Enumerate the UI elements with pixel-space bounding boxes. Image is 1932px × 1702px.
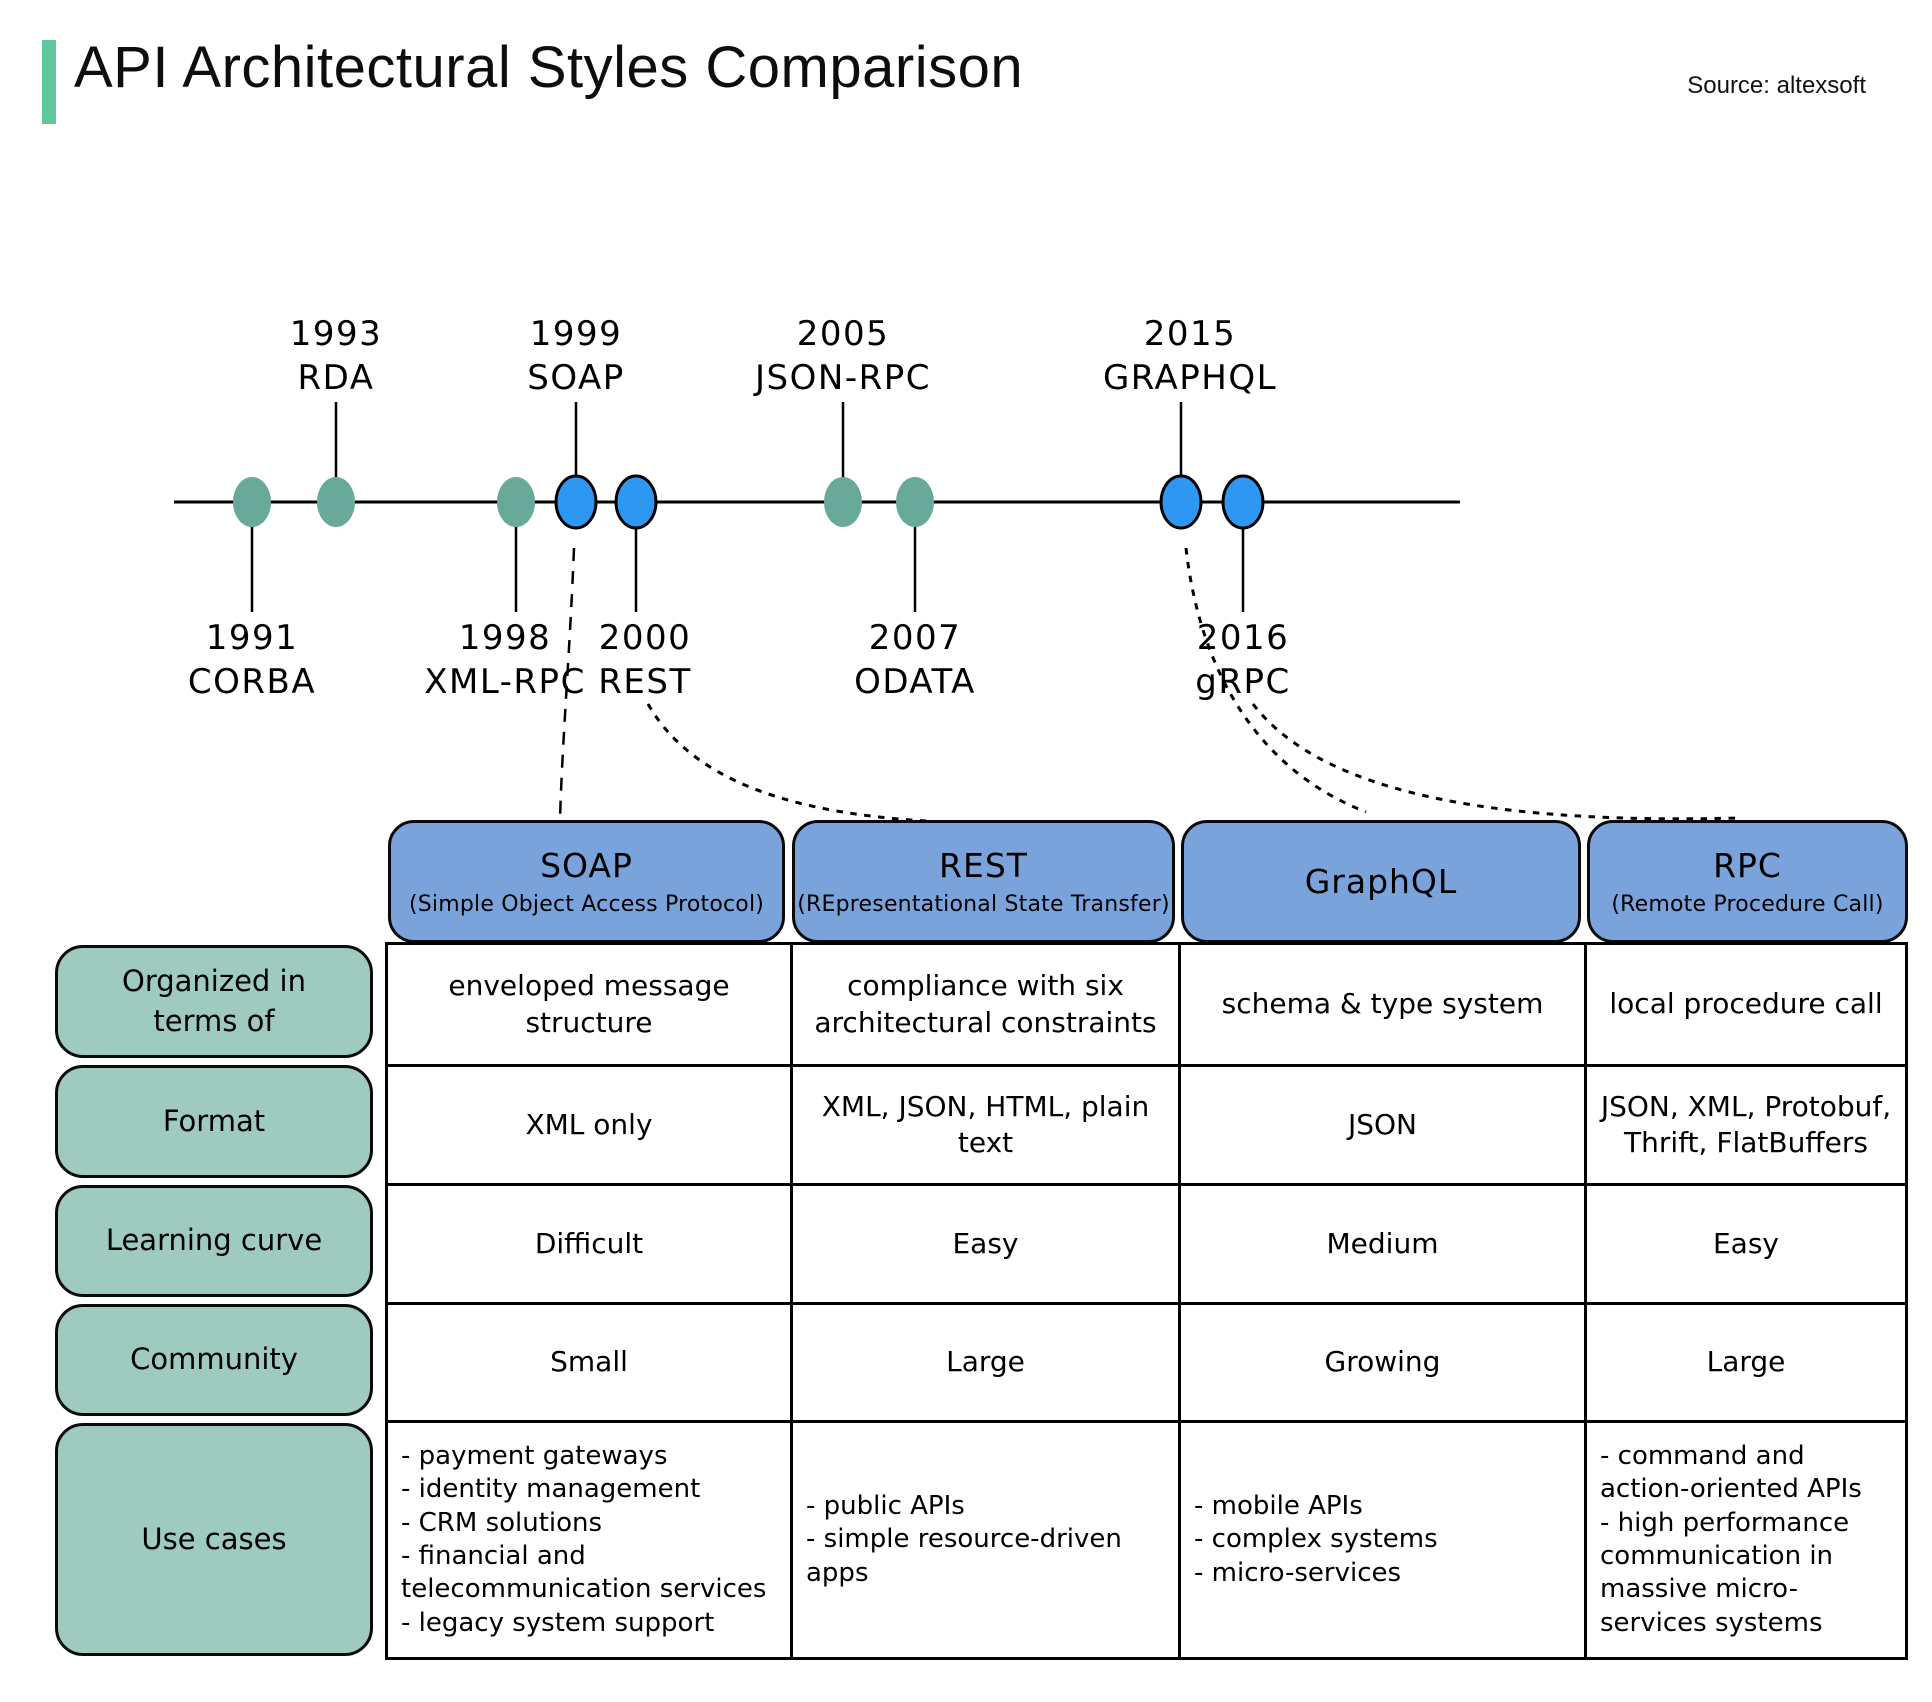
- cell-learning-rest: Easy: [790, 1183, 1178, 1302]
- connector-graphql: [1184, 547, 1367, 814]
- event-name: RDA: [297, 358, 375, 398]
- use-case-item: - simple resource-driven apps: [806, 1524, 1122, 1588]
- column-header-rest: REST (REpresentational State Transfer): [792, 820, 1175, 943]
- event-name: ODATA: [854, 662, 976, 702]
- timeline-label-corba: 1991 CORBA: [188, 616, 316, 704]
- event-year: 2015: [1143, 314, 1237, 354]
- event-year: 1999: [529, 314, 623, 354]
- use-case-item: - CRM solutions: [401, 1507, 603, 1538]
- column-title: GraphQL: [1304, 862, 1458, 901]
- cell-community-rest: Large: [790, 1302, 1178, 1420]
- event-year: 2016: [1196, 618, 1290, 658]
- source-attribution: Source: altexsoft: [1687, 72, 1866, 99]
- timeline-label-json-rpc: 2005 JSON-RPC: [755, 312, 931, 400]
- use-case-item: - financial and telecommunication servic…: [401, 1541, 767, 1605]
- use-case-item: - payment gateways: [401, 1441, 668, 1472]
- event-name: SOAP: [527, 358, 625, 398]
- cell-organized-graphql: schema & type system: [1178, 945, 1584, 1064]
- column-title: SOAP: [540, 846, 633, 885]
- use-case-item: - legacy system support: [401, 1607, 715, 1638]
- row-label-organized-in-terms-of: Organized in terms of: [55, 945, 373, 1058]
- connector-rest: [646, 703, 978, 825]
- timeline-label-graphql: 2015 GRAPHQL: [1103, 312, 1277, 400]
- use-case-item: - high performance communication in mass…: [1600, 1507, 1850, 1638]
- cell-learning-rpc: Easy: [1584, 1183, 1905, 1302]
- event-year: 1991: [205, 618, 299, 658]
- column-subtitle: (Remote Procedure Call): [1611, 892, 1884, 917]
- event-name: CORBA: [187, 662, 317, 702]
- cell-community-soap: Small: [388, 1302, 790, 1420]
- connector-soap: [558, 547, 576, 821]
- cell-format-rest: XML, JSON, HTML, plain text: [790, 1064, 1178, 1183]
- cell-usecases-soap: - payment gateways - identity management…: [388, 1420, 790, 1657]
- row-label-use-cases: Use cases: [55, 1423, 373, 1656]
- dot-soap: [554, 474, 598, 530]
- dot-xml-rpc: [497, 477, 535, 527]
- event-name: REST: [598, 662, 692, 702]
- event-year: 2007: [868, 618, 962, 658]
- timeline-label-rest: 2000 REST: [598, 616, 691, 704]
- event-name: gRPC: [1195, 662, 1291, 702]
- column-header-soap: SOAP (Simple Object Access Protocol): [388, 820, 785, 943]
- cell-organized-soap: enveloped message structure: [448, 969, 730, 1039]
- column-subtitle: (REpresentational State Transfer): [797, 892, 1170, 917]
- row-label-format: Format: [55, 1065, 373, 1178]
- cell-usecases-graphql: - mobile APIs - complex systems - micro-…: [1178, 1420, 1584, 1657]
- column-subtitle: (Simple Object Access Protocol): [408, 892, 765, 917]
- column-title: REST: [939, 846, 1028, 885]
- use-case-item: - identity management: [401, 1474, 701, 1505]
- use-case-item: - public APIs: [806, 1491, 965, 1522]
- event-name: XML-RPC: [424, 662, 586, 702]
- row-label-community: Community: [55, 1304, 373, 1416]
- title-accent-bar: [42, 40, 56, 124]
- dot-grpc: [1221, 474, 1265, 530]
- timeline-label-xml-rpc: 1998 XML-RPC: [424, 616, 586, 704]
- cell-community-graphql: Growing: [1178, 1302, 1584, 1420]
- connector-grpc: [1251, 703, 1741, 821]
- dot-odata: [896, 477, 934, 527]
- column-title: RPC: [1713, 846, 1782, 885]
- dot-graphql: [1159, 474, 1203, 530]
- cell-organized-rpc: local procedure call: [1584, 945, 1905, 1064]
- dot-rda: [317, 477, 355, 527]
- event-year: 1993: [289, 314, 383, 354]
- cell-community-rpc: Large: [1584, 1302, 1905, 1420]
- use-case-item: - micro-services: [1194, 1557, 1402, 1588]
- cell-learning-graphql: Medium: [1178, 1183, 1584, 1302]
- cell-format-rpc: JSON, XML, Protobuf, Thrift, FlatBuffers: [1584, 1064, 1905, 1183]
- timeline-label-odata: 2007 ODATA: [854, 616, 976, 704]
- cell-organized-rest: compliance with six architectural constr…: [790, 945, 1178, 1064]
- column-header-graphql: GraphQL: [1181, 820, 1581, 943]
- column-header-rpc: RPC (Remote Procedure Call): [1587, 820, 1908, 943]
- dot-corba: [233, 477, 271, 527]
- use-case-item: - complex systems: [1194, 1524, 1438, 1555]
- comparison-table: enveloped message structure compliance w…: [385, 942, 1908, 1660]
- timeline-label-rda: 1993 RDA: [290, 312, 383, 400]
- timeline-label-soap: 1999 SOAP: [527, 312, 625, 400]
- event-year: 2005: [796, 314, 890, 354]
- row-label-learning-curve: Learning curve: [55, 1185, 373, 1297]
- dot-rest: [614, 474, 658, 530]
- timeline-label-grpc: 2016 gRPC: [1195, 616, 1290, 704]
- event-year: 2000: [598, 618, 692, 658]
- use-case-item: - mobile APIs: [1194, 1491, 1363, 1522]
- page-title: API Architectural Styles Comparison: [74, 35, 1024, 100]
- cell-usecases-rest: - public APIs - simple resource-driven a…: [790, 1420, 1178, 1657]
- event-name: JSON-RPC: [755, 358, 931, 398]
- cell-format-graphql: JSON: [1178, 1064, 1584, 1183]
- cell-format-soap: XML only: [388, 1064, 790, 1183]
- cell-learning-soap: Difficult: [388, 1183, 790, 1302]
- event-year: 1998: [458, 618, 552, 658]
- cell-usecases-rpc: - command and action-oriented APIs - hig…: [1584, 1420, 1905, 1657]
- dot-json-rpc: [824, 477, 862, 527]
- event-name: GRAPHQL: [1102, 358, 1278, 398]
- use-case-item: - command and action-oriented APIs: [1600, 1441, 1862, 1505]
